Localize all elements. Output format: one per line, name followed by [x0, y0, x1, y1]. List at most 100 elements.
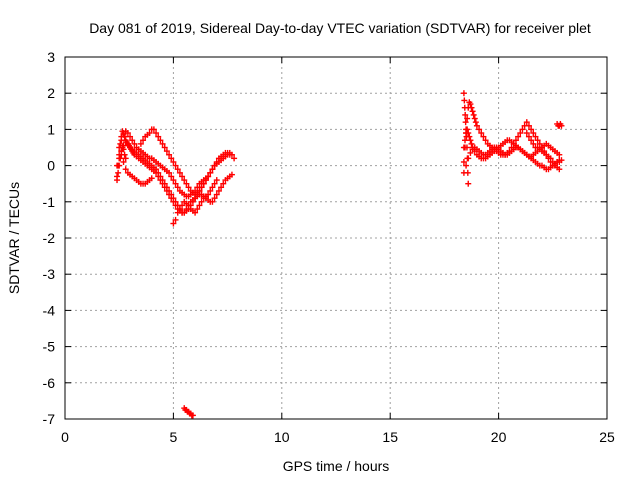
grid-lines: [65, 57, 607, 419]
data-point: [209, 184, 216, 191]
data-point: [460, 90, 467, 97]
y-tick-label: -5: [43, 339, 56, 355]
data-point: [163, 148, 170, 155]
data-point: [179, 173, 186, 180]
data-point: [525, 122, 532, 129]
data-point: [556, 151, 563, 158]
data-point: [140, 137, 147, 144]
data-point: [176, 206, 183, 213]
data-point: [471, 115, 478, 122]
data-point: [476, 126, 483, 133]
data-point: [196, 202, 203, 209]
y-axis-label: SDTVAR / TECUs: [6, 182, 22, 294]
data-point: [473, 122, 480, 129]
data-point: [523, 130, 530, 137]
data-point: [174, 209, 181, 216]
data-point: [115, 169, 122, 176]
data-point: [166, 187, 173, 194]
data-point: [122, 166, 129, 173]
data-point: [205, 173, 212, 180]
data-point: [213, 177, 220, 184]
data-point: [215, 187, 222, 194]
data-point: [467, 101, 474, 108]
data-point: [168, 191, 175, 198]
x-tick-label: 0: [61, 429, 69, 445]
data-point: [163, 184, 170, 191]
data-point: [202, 177, 209, 184]
data-point: [168, 173, 175, 180]
data-point: [166, 169, 173, 176]
x-axis-label: GPS time / hours: [283, 458, 390, 474]
data-point: [467, 149, 474, 156]
data-point: [153, 130, 160, 137]
data-point: [148, 175, 155, 182]
data-point: [174, 166, 181, 173]
data-point: [185, 184, 192, 191]
data-point: [127, 133, 134, 140]
data-point: [146, 130, 153, 137]
x-tick-label: 15: [382, 429, 398, 445]
data-point: [460, 158, 467, 165]
data-point: [157, 173, 164, 180]
data-point: [558, 122, 565, 129]
data-point: [523, 119, 530, 126]
data-point: [556, 166, 563, 173]
data-point: [172, 180, 179, 187]
data-point: [461, 137, 468, 144]
data-point: [131, 140, 138, 147]
data-point: [159, 177, 166, 184]
data-point: [157, 137, 164, 144]
data-point: [517, 130, 524, 137]
data-point: [153, 166, 160, 173]
y-tick-label: -6: [43, 375, 56, 391]
data-point: [196, 187, 203, 194]
data-point: [461, 97, 468, 104]
y-tick-label: 2: [47, 85, 55, 101]
data-point: [528, 126, 535, 133]
data-point: [198, 184, 205, 191]
data-point: [124, 130, 131, 137]
data-point: [534, 137, 541, 144]
data-point: [120, 131, 127, 138]
data-point: [231, 155, 238, 162]
data-point: [117, 140, 124, 147]
data-point: [512, 137, 519, 144]
y-tick-label: -2: [43, 230, 56, 246]
data-point: [172, 162, 179, 169]
data-point: [558, 157, 565, 164]
data-point: [463, 144, 470, 151]
data-point: [463, 162, 470, 169]
data-point: [528, 137, 535, 144]
data-point: [179, 202, 186, 209]
data-point: [174, 184, 181, 191]
data-point: [218, 184, 225, 191]
data-point: [478, 130, 485, 137]
data-point: [194, 206, 201, 213]
data-point: [170, 158, 177, 165]
data-point: [192, 209, 199, 216]
data-point: [228, 151, 235, 158]
data-point: [120, 146, 127, 153]
data-point: [209, 198, 216, 205]
data-point: [469, 108, 476, 115]
data-point: [530, 140, 537, 147]
data-point: [114, 177, 121, 184]
data-point: [468, 140, 475, 147]
data-point: [183, 180, 190, 187]
data-point: [536, 140, 543, 147]
y-tick-label: 1: [47, 121, 55, 137]
data-point: [137, 140, 144, 147]
data-point: [464, 169, 471, 176]
data-point: [211, 195, 218, 202]
data-point: [172, 216, 179, 223]
data-point: [121, 151, 128, 158]
data-point: [170, 220, 177, 227]
data-point: [117, 155, 124, 162]
data-point: [185, 202, 192, 209]
data-point: [213, 191, 220, 198]
data-point: [465, 180, 472, 187]
data-point: [150, 126, 157, 133]
x-tick-label: 10: [274, 429, 290, 445]
axis-ticks: [64, 56, 608, 420]
y-tick-label: -4: [43, 302, 56, 318]
